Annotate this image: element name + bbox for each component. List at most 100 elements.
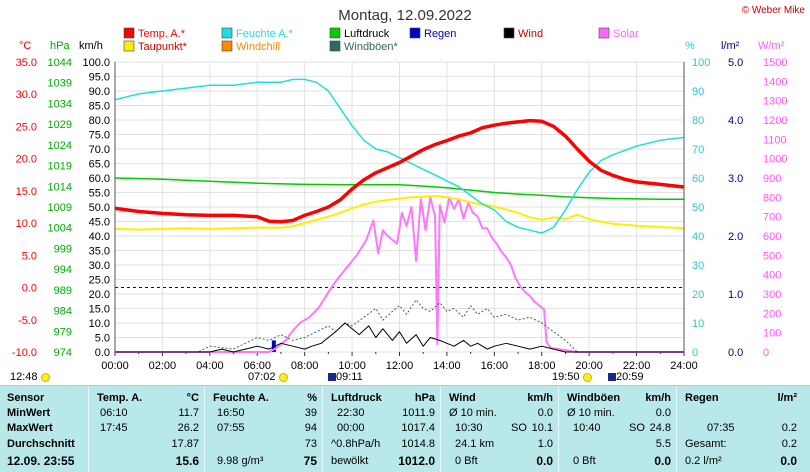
current-value: 1012.0: [398, 454, 435, 468]
row-label-now: 12.09. 23:55: [7, 454, 75, 468]
stats-header: Feuchte A.: [213, 392, 269, 404]
pressure-axis-label: hPa: [50, 40, 70, 52]
humidity-axis-tick-label: 20: [692, 289, 704, 301]
series-line-taupunkt: [114, 195, 685, 231]
legend-swatch: [503, 27, 515, 39]
avg-value: 17.87: [171, 438, 199, 450]
stats-col-rain: Regen l/m² 07:35 0.2 Gesamt: 0.2 0.2 l/m² 0.…: [676, 386, 810, 472]
min-value: 39: [304, 407, 317, 419]
solar-axis-label: W/m²: [758, 40, 785, 52]
pressure-axis-tick-label: 1014: [48, 181, 72, 193]
max-direction: SO: [511, 422, 527, 434]
pressure-axis-tick-label: 1039: [48, 78, 72, 90]
pressure-axis-tick-label: 984: [54, 306, 72, 318]
solar-axis-tick-label: 1000: [763, 154, 787, 166]
humidity-axis-tick-label: 100: [692, 57, 710, 69]
pressure-axis-tick-label: 1024: [48, 140, 72, 152]
rain-axis-tick-label: 2.0: [728, 231, 743, 243]
solar-axis-tick-label: 0: [763, 347, 769, 359]
wind-axis-tick-label: 5.0: [95, 333, 110, 345]
pressure-axis-tick-label: 989: [54, 285, 72, 297]
x-tick-label: 02:00: [149, 360, 177, 371]
wind-axis-tick-label: 35.0: [89, 246, 110, 258]
temp-axis-tick-label: -10.0: [12, 347, 37, 359]
stats-header: Sensor: [7, 392, 45, 404]
stats-header: Wind: [449, 392, 476, 404]
x-tick-label: 18:00: [528, 360, 556, 371]
wind-axis-tick-label: 20.0: [89, 289, 110, 301]
series-line-solar: [115, 196, 684, 353]
sunset-marker: 19:50: [552, 371, 592, 383]
rain-today: 0.2 l/m²: [685, 455, 722, 467]
pressure-axis-tick-label: 999: [54, 243, 72, 255]
pressure-axis-tick-label: 1044: [48, 57, 72, 69]
temp-axis-tick-label: 35.0: [16, 57, 37, 69]
statistics-table: Sensor MinWert MaxWert Durchschnitt 12.0…: [0, 385, 810, 472]
temp-axis-tick-label: 0.0: [22, 283, 37, 295]
stats-col-pressure: Luftdruck hPa 22:30 1011.9 00:00 1017.4 ^0.…: [322, 386, 441, 472]
humidity-axis-tick-label: 80: [692, 115, 704, 127]
legend-label: Wind: [518, 28, 543, 40]
wind-axis-tick-label: 45.0: [89, 217, 110, 229]
solar-axis-tick-label: 200: [763, 308, 781, 320]
sunrise-marker: 12:48: [10, 371, 50, 383]
solar-axis-tick-label: 1400: [763, 76, 787, 88]
series-line-feuchtea: [114, 78, 685, 234]
temp-axis-label: °C: [19, 40, 31, 52]
chart-credit: © Weber Mike: [742, 5, 806, 16]
wind-axis-tick-label: 25.0: [89, 275, 110, 287]
series-line-tempa: [114, 118, 685, 224]
sun-icon: [40, 372, 50, 382]
min-value: 0.0: [537, 407, 553, 419]
humidity-axis-tick-label: 50: [692, 202, 704, 214]
sun-icon: [278, 372, 288, 382]
pressure-axis-tick-label: 1004: [48, 223, 72, 235]
x-tick-label: 06:00: [243, 360, 271, 371]
moon-time: 20:59: [616, 371, 644, 383]
humidity-axis-tick-label: 60: [692, 173, 704, 185]
row-label-min: MinWert: [7, 407, 51, 419]
humidity-axis-tick-label: 70: [692, 144, 704, 156]
stats-unit: °C: [186, 392, 199, 404]
wind-axis-tick-label: 85.0: [89, 101, 110, 113]
pressure-axis-tick-label: 1009: [48, 202, 72, 214]
temp-axis-tick-label: 20.0: [16, 154, 37, 166]
legend-swatch: [329, 40, 341, 52]
humidity-axis-tick-label: 90: [692, 86, 704, 98]
humidity-axis-tick-label: 10: [692, 318, 704, 330]
rain-axis-tick-label: 0.0: [728, 347, 743, 359]
abs-humidity: 9.98 g/m³: [217, 455, 264, 467]
temp-axis-tick-label: 25.0: [16, 121, 37, 133]
wind-axis-tick-label: 50.0: [89, 202, 110, 214]
legend-swatch: [123, 40, 135, 52]
current-value: 0.0: [654, 454, 671, 468]
solar-axis-tick-label: 1300: [763, 96, 787, 108]
min-value: 0.0: [655, 407, 671, 419]
max-value: 26.2: [177, 422, 199, 434]
solar-axis-tick-label: 400: [763, 270, 781, 282]
current-value: 0.0: [536, 454, 553, 468]
stats-unit: km/h: [527, 392, 553, 404]
stats-col-wind: Wind km/h Ø 10 min. 0.0 10:30 SO 10.1 24.1 k…: [440, 386, 559, 472]
pressure-trend: ^0.8hPa/h: [331, 438, 381, 450]
min-time: Ø 10 min.: [449, 407, 497, 419]
stats-unit: km/h: [645, 392, 671, 404]
min-value: 11.7: [178, 407, 199, 419]
wind-axis-tick-label: 55.0: [89, 188, 110, 200]
rain-total-value: 0.2: [781, 438, 797, 450]
current-value: 15.6: [175, 454, 199, 468]
wind-axis-tick-label: 40.0: [89, 231, 110, 243]
moon-icon: [328, 373, 336, 382]
rain-axis-label: l/m²: [721, 40, 740, 52]
legend-label: Solar: [613, 28, 639, 40]
stats-col-humidity: Feuchte A.% 16:50 39 07:55 94 73 9.98 g/m³…: [204, 386, 323, 472]
rain-bar: [271, 340, 276, 352]
sun-moon-markers: 12:48 07:02 09:11 19:50 20:59: [0, 371, 810, 383]
humidity-axis-tick-label: 0: [692, 347, 698, 359]
x-tick-label: 16:00: [481, 360, 509, 371]
current-value: 75: [303, 454, 317, 468]
temp-axis-tick-label: 30.0: [16, 89, 37, 101]
sun-icon: [582, 372, 592, 382]
avg-value: 1.0: [537, 438, 553, 450]
x-tick-label: 20:00: [575, 360, 603, 371]
